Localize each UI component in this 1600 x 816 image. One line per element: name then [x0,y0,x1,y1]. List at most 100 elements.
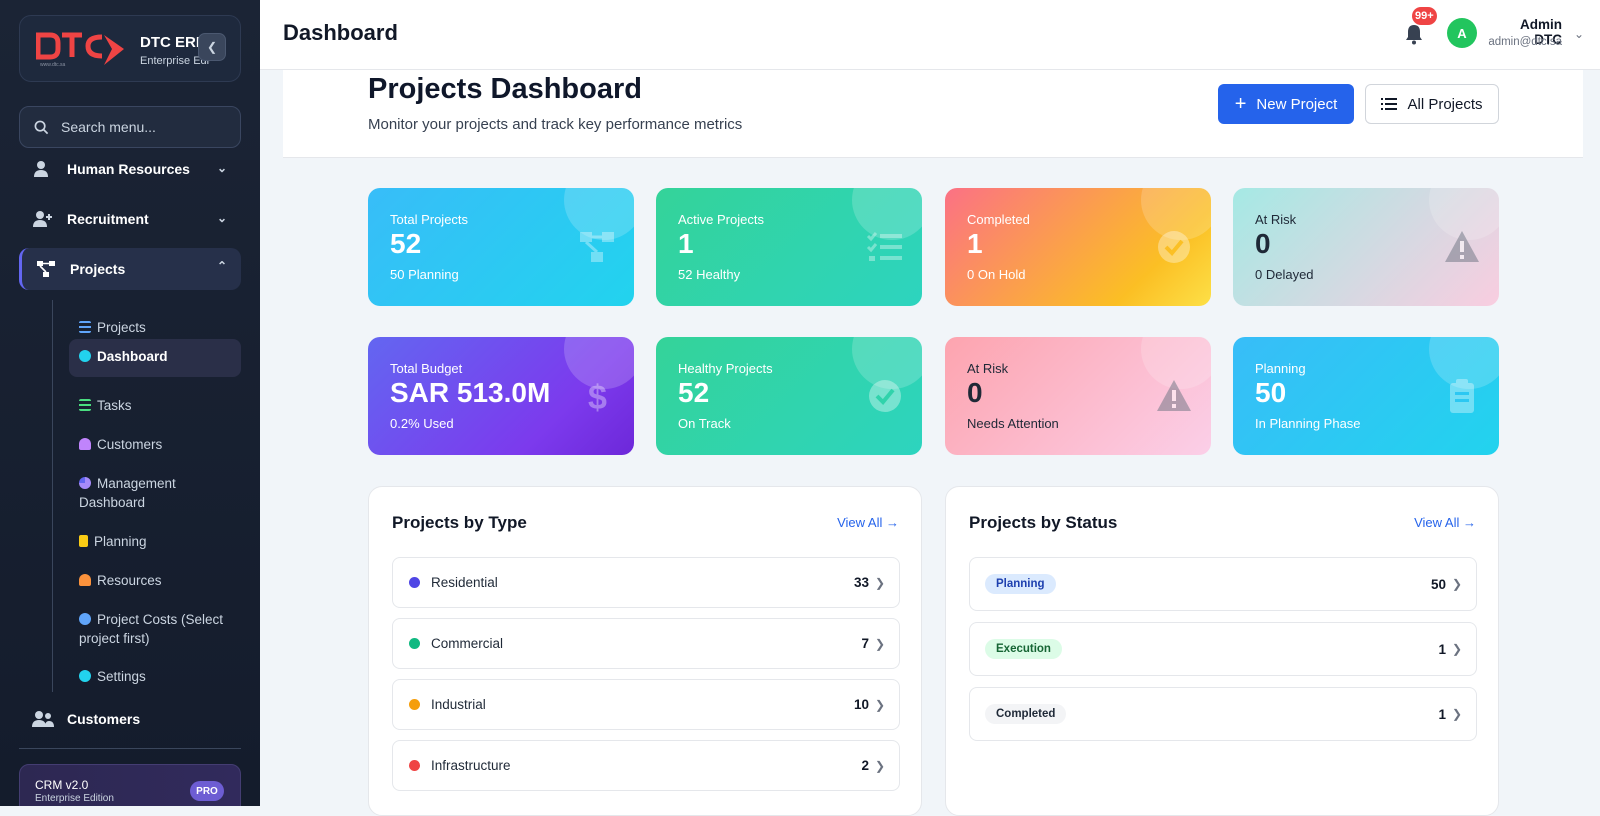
notification-badge: 99+ [1412,7,1437,25]
submenu-label: Projects [97,320,146,335]
stat-card-healthy-projects[interactable]: Healthy Projects 52 On Track [656,337,922,455]
user-name[interactable]: Admin DTC [1520,17,1562,47]
users-cog-icon [31,157,55,181]
row-label: Commercial [431,636,504,651]
sidebar-item-human-resources[interactable]: Human Resources ⌄ [19,148,241,190]
pro-badge: PRO [190,781,224,801]
submenu-item-management-dashboard[interactable]: Management Dashboard [69,466,241,521]
collapse-sidebar-button[interactable]: ❮ [198,33,226,61]
avatar[interactable]: A [1447,18,1477,48]
list-item-commercial[interactable]: Commercial 7 ❯ [392,618,900,669]
list-item-planning[interactable]: Planning 50 ❯ [969,557,1477,611]
stat-card-completed[interactable]: Completed 1 0 On Hold [945,188,1211,306]
submenu-item-customers[interactable]: Customers [69,427,241,464]
top-bar: Dashboard 99+ A Admin DTC admin@dtc.sa ⌄ [260,0,1600,70]
card-label: Planning [1255,361,1306,376]
chevron-right-icon: ❯ [1451,642,1462,656]
list-icon [1381,98,1398,110]
new-project-button[interactable]: + New Project [1218,84,1354,124]
card-label: Healthy Projects [678,361,773,376]
color-dot [409,760,420,771]
row-value: 10 [853,697,869,712]
clipboard-icon [1450,379,1474,413]
sidebar-item-customers[interactable]: Customers [19,698,241,740]
info-icon [79,613,91,625]
button-label: All Projects [1407,95,1483,113]
users-icon [79,438,91,450]
dashboard-icon [79,350,91,362]
check-circle-icon [869,380,901,412]
list-item-execution[interactable]: Execution 1 ❯ [969,622,1477,676]
list-item-completed[interactable]: Completed 1 ❯ [969,687,1477,741]
view-all-link[interactable]: View All → [1414,515,1476,530]
submenu-item-tasks[interactable]: Tasks [69,388,241,425]
panel-title: Projects by Status [969,513,1118,532]
submenu-label: Customers [97,437,163,452]
submenu-label: Settings [97,669,146,684]
submenu-item-projects[interactable]: Projects [69,310,241,347]
list-item-infrastructure[interactable]: Infrastructure 2 ❯ [392,740,900,791]
list-icon [79,321,91,333]
bell-icon[interactable] [1402,22,1426,46]
row-label: Infrastructure [431,758,511,773]
search-icon [34,120,49,134]
brand-name: DTC ERP [140,34,206,51]
card-label: At Risk [967,361,1009,376]
chevron-down-icon[interactable]: ⌄ [1574,27,1585,41]
sidebar-item-label: Projects [70,261,126,277]
card-label: Completed [967,212,1030,227]
card-sub: 0.2% Used [390,416,454,431]
dollar-icon: $ [588,379,607,415]
tasks-icon [79,399,91,411]
check-circle-icon [1158,231,1190,263]
chevron-right-icon: ❯ [874,636,885,651]
stat-card-total-projects[interactable]: Total Projects 52 50 Planning [368,188,634,306]
sidebar-item-projects[interactable]: Projects ⌃ [19,248,241,290]
submenu-item-planning[interactable]: Planning [69,524,241,561]
status-badge: Planning [985,574,1056,594]
submenu-item-resources[interactable]: Resources [69,563,241,600]
sidebar-item-label: Recruitment [67,211,149,227]
version-card: CRM v2.0 Enterprise Edition PRO [19,764,241,806]
view-all-link[interactable]: View All → [837,515,899,530]
dashboard-subtitle: Monitor your projects and track key perf… [368,116,743,133]
card-value: 50 [1255,377,1287,408]
pie-chart-icon [79,477,91,489]
color-dot [409,577,420,588]
stat-card-total-budget[interactable]: Total Budget SAR 513.0M 0.2% Used $ [368,337,634,455]
submenu-item-settings[interactable]: Settings [69,659,241,696]
row-value: 2 [861,758,869,773]
dtc-logo: www.dtc.sa [36,32,124,68]
color-dot [409,638,420,649]
chevron-up-icon: ⌃ [216,259,227,273]
submenu-label: Project Costs (Select project first) [79,612,224,646]
chevron-right-icon: ❯ [874,697,885,712]
submenu-label: Planning [94,534,147,549]
search-input[interactable] [61,119,221,135]
scroll-mask [0,150,260,160]
user-plus-icon [31,207,55,231]
chevron-right-icon: ❯ [1451,707,1462,721]
card-label: Total Projects [390,212,469,227]
card-value: 52 [390,228,422,259]
list-item-residential[interactable]: Residential 33 ❯ [392,557,900,608]
card-value: 0 [1255,228,1271,259]
sidebar-item-label: Customers [67,711,141,727]
project-diagram-icon [580,232,614,262]
warning-icon [1445,231,1479,262]
version-subtitle: Enterprise Edition [35,793,114,804]
submenu-item-dashboard[interactable]: Dashboard [69,339,241,377]
svg-text:www.dtc.sa: www.dtc.sa [40,62,66,68]
list-item-industrial[interactable]: Industrial 10 ❯ [392,679,900,730]
stat-card-planning[interactable]: Planning 50 In Planning Phase [1233,337,1499,455]
stat-card-at-risk-attention[interactable]: At Risk 0 Needs Attention [945,337,1211,455]
submenu-item-project-costs[interactable]: Project Costs (Select project first) [69,602,241,657]
all-projects-button[interactable]: All Projects [1365,84,1499,124]
project-diagram-icon [34,257,58,281]
sidebar-item-recruitment[interactable]: Recruitment ⌄ [19,198,241,240]
row-value: 33 [853,575,869,590]
stat-card-active-projects[interactable]: Active Projects 1 52 Healthy [656,188,922,306]
card-sub: On Track [678,416,731,431]
stat-card-at-risk[interactable]: At Risk 0 0 Delayed [1233,188,1499,306]
submenu-label: Dashboard [97,349,168,364]
